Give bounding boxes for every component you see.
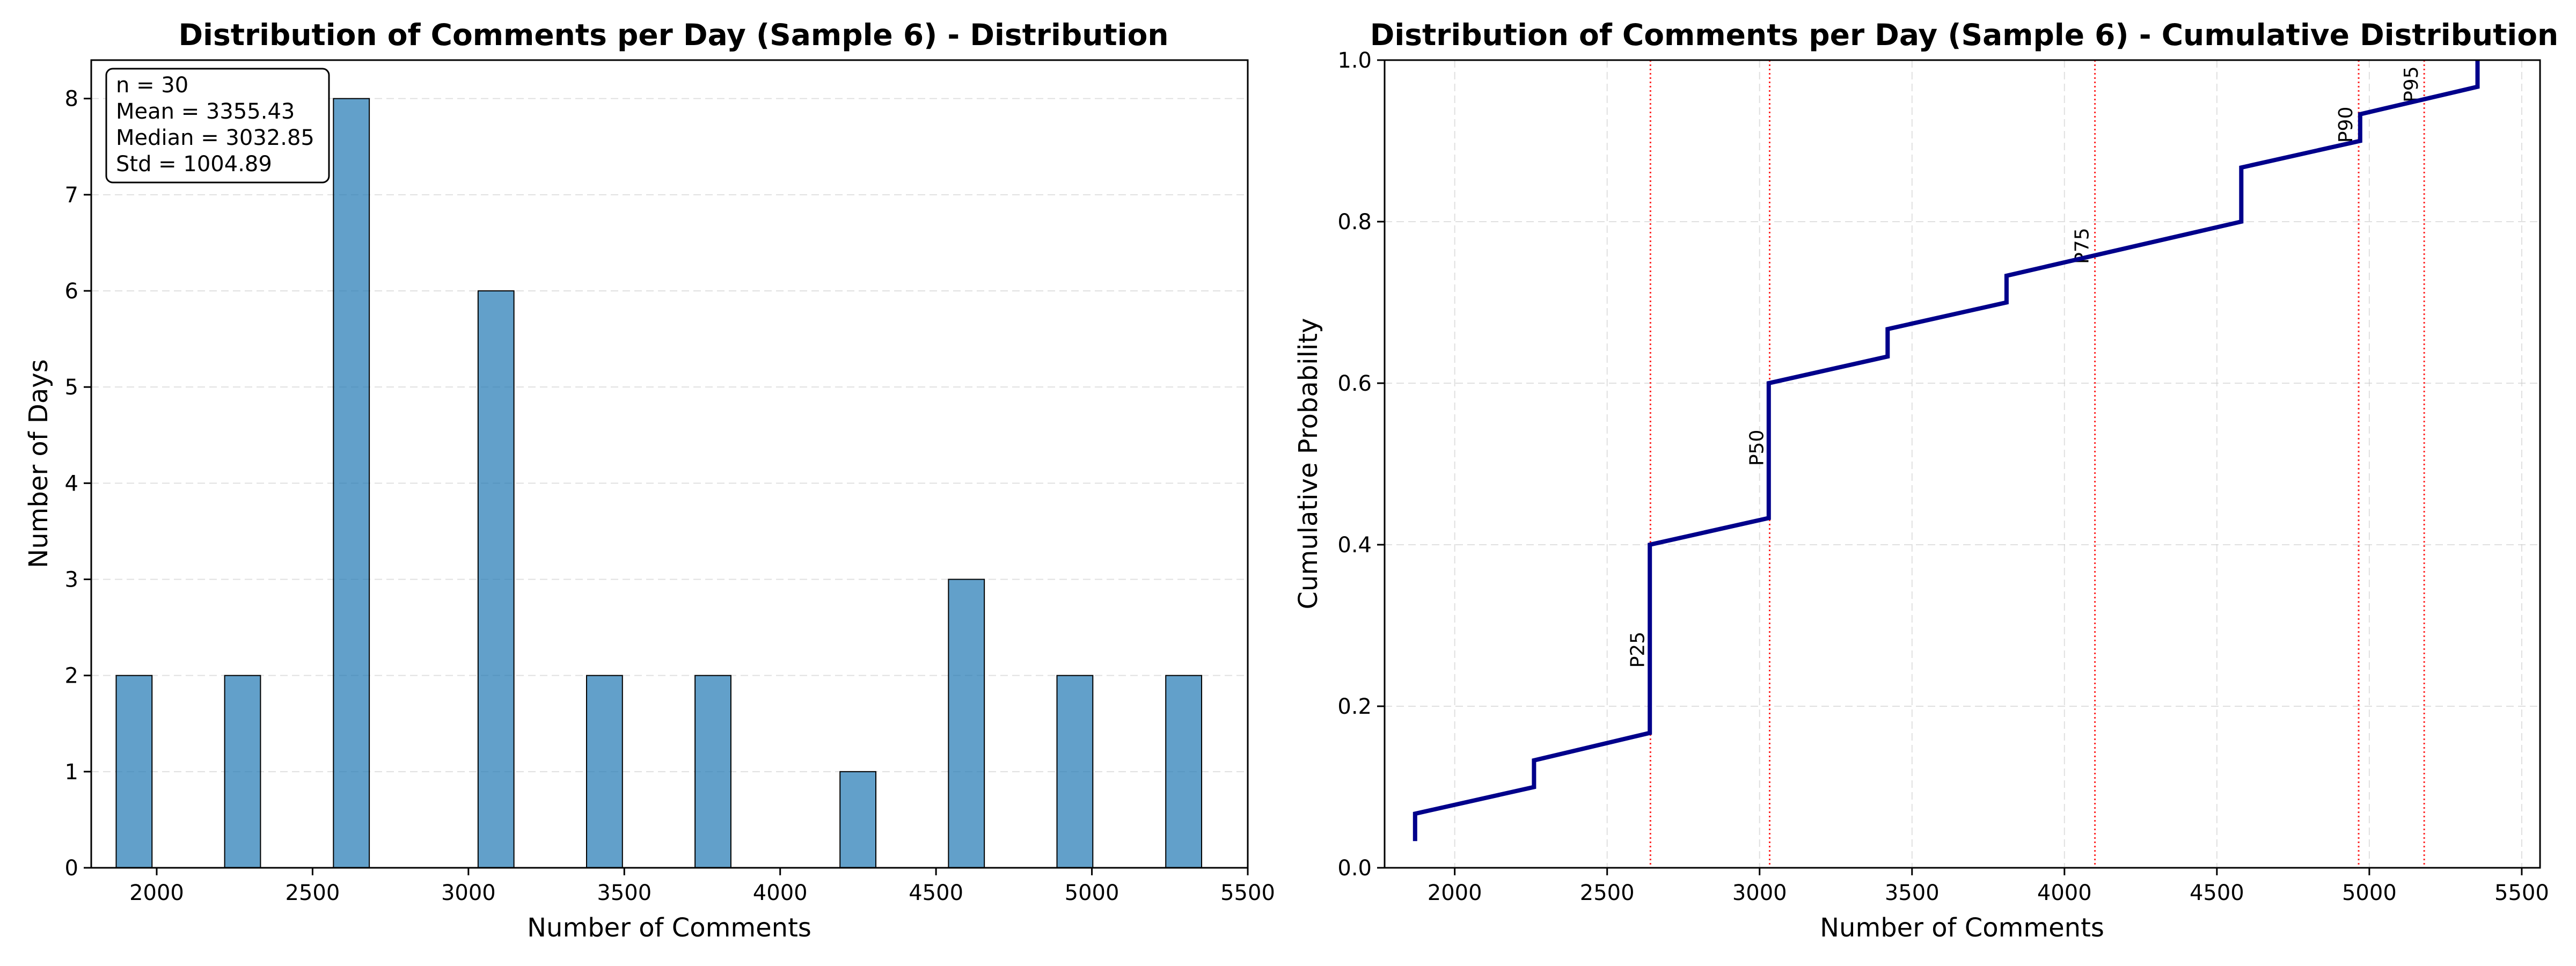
cumulative-plot-frame (1384, 59, 2541, 869)
y-tick-label: 2 (65, 664, 78, 689)
cumulative-y-axis-label: Cumulative Probability (1293, 318, 1323, 610)
histogram-title: Distribution of Comments per Day (Sample… (178, 18, 1168, 52)
percentile-label: P90 (2335, 107, 2357, 143)
histogram-bar (839, 771, 877, 869)
cumulative-y-ticks: 0.0 0.2 0.4 0.6 0.8 1.0 (1337, 48, 1385, 881)
histogram-chart: Distribution of Comments per Day (Sample… (24, 18, 1275, 943)
y-tick-label: 4 (65, 471, 78, 496)
x-tick-label: 2000 (1428, 881, 1482, 905)
x-tick-label: 2500 (286, 881, 340, 905)
y-tick-label: 7 (65, 183, 78, 208)
histogram-bar (694, 675, 731, 868)
y-tick-label: 0 (65, 856, 78, 881)
stats-median: Median = 3032.85 (116, 126, 314, 150)
histogram-x-ticks: 2000 2500 3000 3500 4000 4500 5000 5500 (129, 868, 1275, 905)
x-tick-label: 3500 (597, 881, 652, 905)
x-tick-label: 3000 (441, 881, 496, 905)
histogram-bar (224, 675, 261, 868)
histogram-y-ticks: 0 1 2 3 4 5 6 7 8 (65, 87, 91, 881)
histogram-x-axis-label: Number of Comments (527, 913, 811, 943)
x-tick-label: 3500 (1885, 881, 1940, 905)
x-tick-label: 5500 (1220, 881, 1275, 905)
cumulative-x-axis-label: Number of Comments (1820, 913, 2104, 943)
y-tick-label: 0.8 (1337, 210, 1372, 235)
x-tick-label: 5500 (2494, 881, 2549, 905)
percentile-label: P95 (2401, 66, 2423, 103)
x-tick-label: 5000 (2342, 881, 2397, 905)
percentile-label: P50 (1746, 430, 1768, 466)
y-tick-label: 0.2 (1337, 694, 1372, 719)
histogram-bar (586, 675, 623, 868)
histogram-plot-frame (90, 59, 1249, 869)
x-tick-label: 4500 (909, 881, 963, 905)
stats-box: n = 30 Mean = 3355.43 Median = 3032.85 S… (105, 68, 330, 184)
x-tick-label: 3000 (1732, 881, 1787, 905)
histogram-bar (115, 675, 153, 868)
x-tick-label: 2000 (129, 881, 184, 905)
histogram-bar (1056, 675, 1094, 868)
histogram-bar (1165, 675, 1203, 868)
stats-std: Std = 1004.89 (116, 152, 272, 177)
y-tick-label: 0.4 (1337, 533, 1372, 558)
histogram-bar (333, 98, 370, 869)
y-tick-label: 3 (65, 568, 78, 592)
cumulative-line (1413, 60, 2480, 841)
cumulative-x-ticks: 2000 2500 3000 3500 4000 4500 5000 5500 (1428, 868, 2549, 905)
cumulative-line-group (1413, 60, 2480, 841)
x-tick-label: 5000 (1065, 881, 1119, 905)
cumulative-title: Distribution of Comments per Day (Sample… (1370, 18, 2558, 52)
y-tick-label: 8 (65, 87, 78, 112)
y-tick-label: 5 (65, 375, 78, 400)
cumulative-chart: Distribution of Comments per Day (Sample… (1293, 18, 2558, 943)
x-tick-label: 4000 (2037, 881, 2092, 905)
x-tick-label: 2500 (1580, 881, 1635, 905)
stats-box-frame (105, 68, 330, 184)
y-tick-label: 0.0 (1337, 856, 1372, 881)
y-tick-label: 1.0 (1337, 48, 1372, 73)
stats-n: n = 30 (116, 73, 188, 98)
percentile-label: P25 (1627, 632, 1649, 668)
histogram-y-axis-label: Number of Days (24, 359, 54, 568)
histogram-bar (477, 290, 515, 868)
y-tick-label: 1 (65, 760, 78, 785)
stats-mean: Mean = 3355.43 (116, 99, 295, 124)
x-tick-label: 4500 (2190, 881, 2244, 905)
x-tick-label: 4000 (753, 881, 808, 905)
histogram-bar (948, 579, 985, 868)
histogram-bars (115, 98, 1203, 869)
y-tick-label: 6 (65, 279, 78, 304)
y-tick-label: 0.6 (1337, 371, 1372, 396)
